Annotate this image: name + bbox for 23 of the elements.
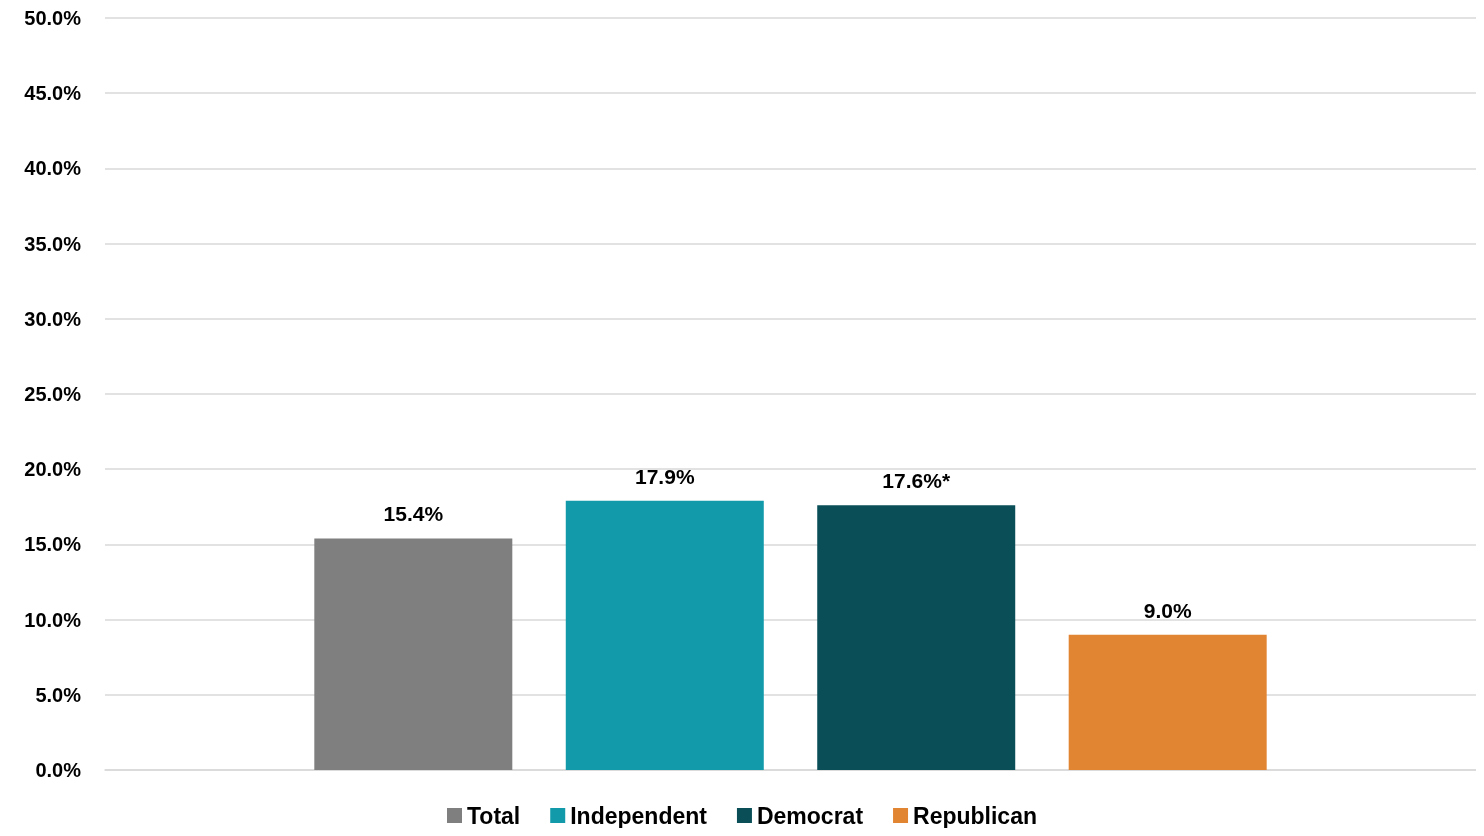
y-tick-label: 0.0% <box>35 759 82 781</box>
y-tick-label: 5.0% <box>35 683 82 706</box>
legend-label: Independent <box>570 802 708 829</box>
data-label: 17.9% <box>635 464 695 488</box>
data-label: 15.4% <box>383 502 444 526</box>
bar <box>1068 634 1267 770</box>
data-label: 9.0% <box>1143 598 1192 622</box>
y-tick-label: 40.0% <box>24 157 82 180</box>
bar <box>817 505 1016 770</box>
y-tick-label: 10.0% <box>24 608 82 631</box>
legend-label: Democrat <box>756 802 864 829</box>
y-tick-label: 35.0% <box>24 232 82 255</box>
y-tick-label: 45.0% <box>24 82 82 105</box>
y-tick-label: 15.0% <box>24 533 82 556</box>
y-tick-label: 20.0% <box>24 458 82 481</box>
data-label: 17.6%* <box>882 469 951 493</box>
y-tick-label: 30.0% <box>24 307 82 330</box>
legend-label: Total <box>467 802 521 829</box>
bar <box>565 500 764 770</box>
bar <box>314 538 513 770</box>
legend-label: Republican <box>913 802 1038 829</box>
y-tick-label: 25.0% <box>24 383 82 405</box>
y-tick-label: 50.0% <box>24 7 82 29</box>
